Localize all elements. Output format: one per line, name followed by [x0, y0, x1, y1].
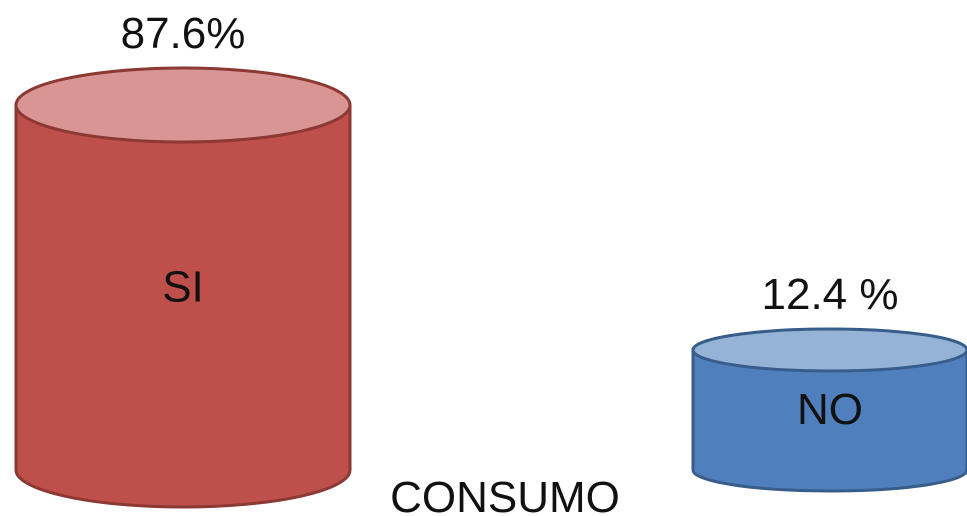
bar-si-top — [14, 66, 352, 144]
bar-si-body — [14, 103, 352, 509]
labels-group: CONSUMO SI 87.6% NO 12.4 % — [121, 9, 899, 516]
bar-no — [691, 327, 967, 493]
bars-group — [14, 66, 967, 509]
bar-no-body — [691, 348, 967, 493]
category-label-no: NO — [797, 385, 863, 434]
bar-si — [14, 66, 352, 509]
category-label-si: SI — [162, 263, 204, 312]
value-label-si: 87.6% — [121, 9, 246, 58]
x-axis-label: CONSUMO — [390, 473, 620, 516]
bar-no-top — [691, 327, 967, 373]
value-label-no: 12.4 % — [762, 270, 899, 319]
